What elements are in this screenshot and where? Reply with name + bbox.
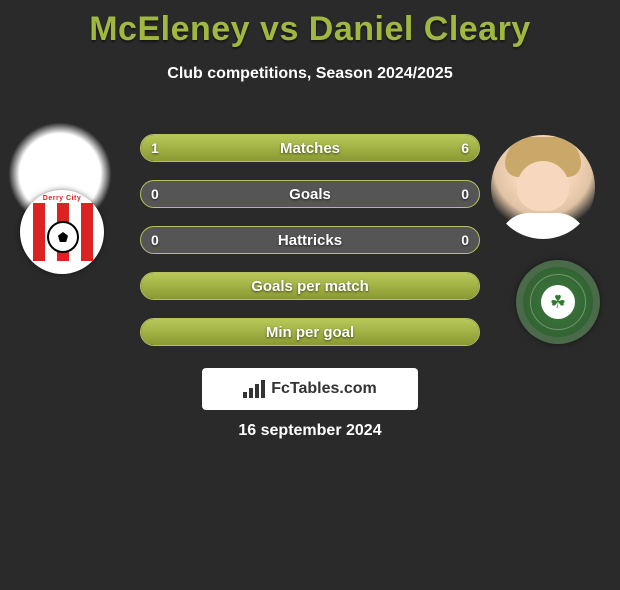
shamrock-rovers-crest-icon: ☘: [523, 267, 593, 337]
player-right-avatar: [491, 135, 595, 239]
brand-box: FcTables.com: [202, 368, 418, 410]
player-left-club-badge: Derry City: [20, 190, 104, 274]
brand-text: FcTables.com: [271, 380, 377, 398]
date-label: 16 september 2024: [0, 422, 620, 440]
stat-bar: 16Matches: [140, 134, 480, 162]
player-right-club-badge: ☘: [516, 260, 600, 344]
derry-label: Derry City: [27, 195, 97, 202]
stat-bar: 00Goals: [140, 180, 480, 208]
stat-label: Hattricks: [141, 227, 479, 253]
stat-bar: 00Hattricks: [140, 226, 480, 254]
page-title: McEleney vs Daniel Cleary: [0, 10, 620, 49]
stat-label: Goals per match: [141, 273, 479, 299]
stat-bar: Goals per match: [140, 272, 480, 300]
bar-chart-icon: [243, 380, 265, 398]
derry-city-crest-icon: Derry City: [27, 197, 97, 267]
subtitle: Club competitions, Season 2024/2025: [0, 65, 620, 83]
stat-label: Matches: [141, 135, 479, 161]
stat-label: Min per goal: [141, 319, 479, 345]
stat-bars: 16Matches 00Goals 00Hattricks Goals per mat…: [140, 134, 480, 364]
stat-bar: Min per goal: [140, 318, 480, 346]
stat-label: Goals: [141, 181, 479, 207]
